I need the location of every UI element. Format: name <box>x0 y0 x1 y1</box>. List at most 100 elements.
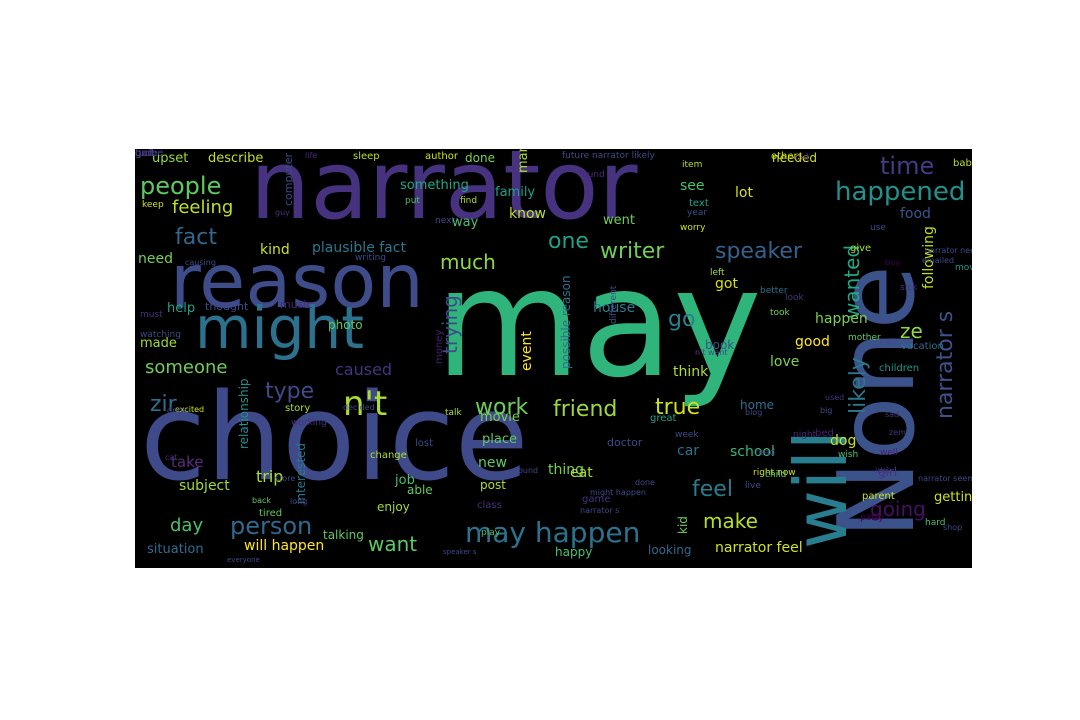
word-eat: eat <box>570 465 593 481</box>
word-put: put <box>405 196 420 206</box>
word-possible-reason: possible reason <box>559 275 573 369</box>
word-think: think <box>673 364 709 380</box>
word-narrator-s: narrator s <box>933 310 958 419</box>
word-different: different <box>609 285 619 324</box>
word-done: done <box>465 151 495 165</box>
word-week: week <box>675 430 699 440</box>
word-trip: trip <box>256 467 284 486</box>
word-home: home <box>740 398 775 412</box>
word-used: used <box>825 393 845 402</box>
word-bad: bad <box>135 149 154 159</box>
word-might-happen: might happen <box>590 488 646 497</box>
word-food: food <box>900 206 931 222</box>
word-movie: movie <box>480 410 520 425</box>
word-others: others <box>771 151 803 162</box>
word-blog: blog <box>745 408 763 417</box>
word-kind: kind <box>260 242 290 258</box>
word-shop: shop <box>943 523 963 532</box>
word-time: time <box>880 152 935 180</box>
word-child: child <box>765 470 787 480</box>
word-want: want <box>368 532 418 556</box>
word-take: take <box>171 453 204 471</box>
word-look: look <box>785 293 804 303</box>
word-mother: mother <box>848 333 881 343</box>
word-call: call <box>880 338 896 348</box>
word-everyone: everyone <box>227 556 260 564</box>
word-way: way <box>452 215 479 230</box>
word-made: made <box>140 336 177 351</box>
word-give: give <box>850 243 872 254</box>
word-class: class <box>477 500 502 511</box>
word-sad: sad <box>885 410 900 419</box>
word-right-now: right now <box>753 468 796 478</box>
word-causing: causing <box>185 258 216 267</box>
word-photo: photo <box>328 318 363 332</box>
word-parent: parent <box>862 491 895 502</box>
word-move: move <box>955 263 972 273</box>
word-going: going <box>870 497 926 521</box>
word-getting: getting <box>934 490 972 505</box>
word-game: game <box>135 149 164 159</box>
word-sleep: sleep <box>353 151 380 162</box>
word-friend: friend <box>553 397 618 422</box>
word-sick: sick <box>900 283 918 293</box>
word-doctor: doctor <box>607 436 643 449</box>
word-may-happen: may happen <box>465 516 641 549</box>
word-job: job <box>395 473 415 488</box>
word-school: school <box>730 444 775 460</box>
word-cat: cat <box>165 453 178 462</box>
word-music: music <box>280 298 313 311</box>
word-ze: ze <box>900 319 923 343</box>
word-describe: describe <box>208 151 264 166</box>
word-someone: someone <box>145 357 228 378</box>
word-old: old <box>795 153 809 163</box>
word-money: money <box>434 329 445 364</box>
word-got: got <box>715 276 738 292</box>
word-something: something <box>400 178 469 193</box>
word-writer: writer <box>600 239 665 264</box>
word-back: back <box>252 496 272 505</box>
word-see: see <box>680 178 705 194</box>
word-day: day <box>170 515 204 536</box>
word-cloud: may choice narrator None reason might will time… <box>135 149 972 568</box>
word-around: around <box>510 466 539 475</box>
word-live: live <box>745 481 761 491</box>
word-well: well <box>880 448 898 458</box>
word-watching: watching <box>140 330 181 340</box>
word-true: true <box>655 395 701 420</box>
word-keep: keep <box>142 200 164 210</box>
word-looking: looking <box>648 543 692 557</box>
word-people: people <box>140 172 222 200</box>
word-needed: needed <box>772 151 817 165</box>
word-fact: fact <box>175 225 217 250</box>
word-car: car <box>677 443 700 459</box>
word-house: house <box>593 300 636 316</box>
word-game: game <box>582 494 611 505</box>
word-item: item <box>682 160 703 170</box>
word-life: life <box>305 151 318 160</box>
word-wanted: wanted <box>840 244 864 319</box>
word-idea: idea <box>875 466 893 475</box>
word-party: party <box>860 513 884 523</box>
word-wish: wish <box>838 450 859 460</box>
word-new: new <box>478 455 507 471</box>
word-man: man <box>516 149 531 173</box>
word-person: person <box>230 512 313 540</box>
word-happen: happen <box>815 311 868 327</box>
word-zem: zem <box>889 428 906 437</box>
word-left: left <box>710 268 725 278</box>
word-kid: kid <box>676 516 690 534</box>
word-lost: lost <box>415 438 434 449</box>
word-excited: excited <box>175 405 205 414</box>
word-year: year <box>687 208 708 218</box>
word-enjoy: enjoy <box>377 500 410 514</box>
word-choice: choice <box>140 369 529 508</box>
word-feeling: feeling <box>172 197 234 218</box>
word-talk: talk <box>445 408 462 418</box>
word-narrator-need: narrator need <box>925 246 972 255</box>
word-better: better <box>760 286 788 296</box>
word-upset: upset <box>152 151 189 166</box>
word-emailed: emailed <box>922 256 955 265</box>
word-guy: guy <box>275 208 290 217</box>
word-girl: girl <box>878 465 898 479</box>
